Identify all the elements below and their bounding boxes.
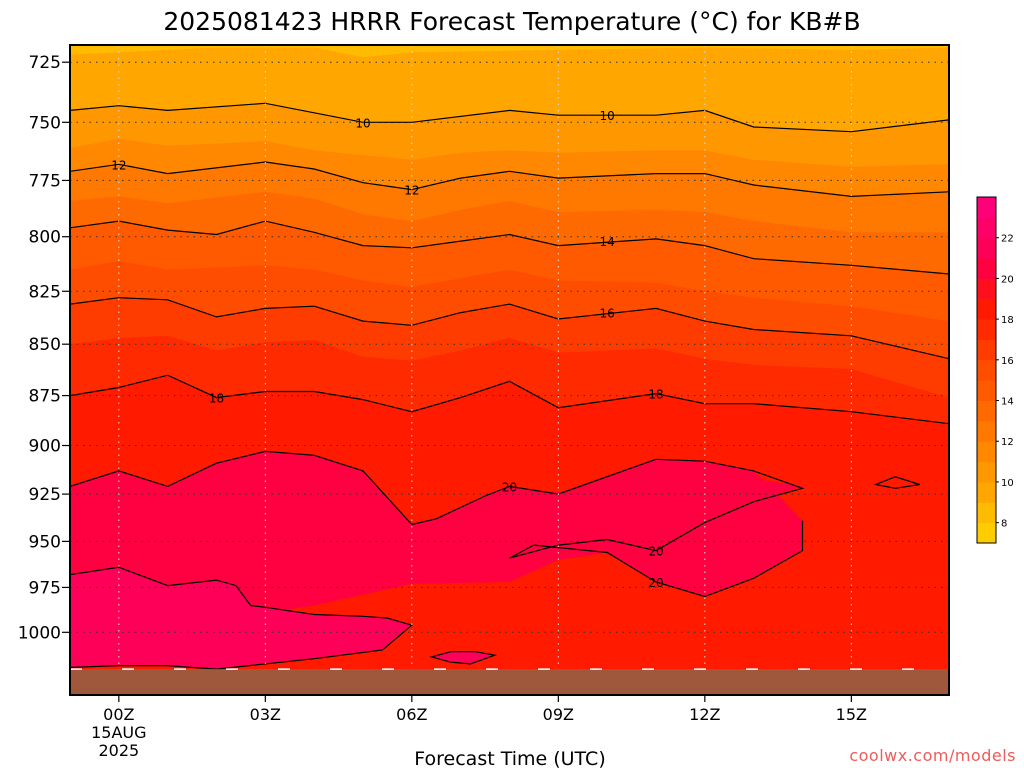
x-date-line-year: 2025 [98,741,139,760]
plot-area: 10 10 12 12 14 16 18 18 20 20 20 [70,45,949,695]
contour-warm-outline-2 [873,476,920,489]
colorbar-segment [977,481,996,503]
y-tick-label: 750 [29,113,61,133]
colorbar-tick-label: 20 [1001,274,1014,285]
x-tick-label: 09Z [543,705,574,724]
contour-label-12: 12 [404,184,419,198]
colorbar-segment [977,400,996,422]
colorbar-segment [977,237,996,259]
contour-label-14: 14 [600,235,615,249]
contour-12 [70,161,949,198]
contour-label-16: 16 [600,307,615,321]
contour-label-20: 20 [648,576,663,590]
credit-text: coolwx.com/models [849,746,1016,765]
y-tick-label: 875 [29,387,61,407]
chart-title: 2025081423 HRRR Forecast Temperature (°C… [163,7,860,36]
temperature-contour-lines: 10 10 12 12 14 16 18 18 20 20 20 [70,102,949,670]
x-tick-label: 15Z [836,705,867,724]
x-tick-label: 06Z [396,705,427,724]
contour-16 [70,297,949,360]
y-tick-label: 775 [29,171,61,191]
colorbar-segment [977,298,996,320]
y-tick-label: 925 [29,485,61,505]
y-tick-label: 800 [29,228,61,248]
contour-14 [70,220,949,275]
y-tick-label: 850 [29,335,61,355]
colorbar-frame [976,196,997,544]
x-axis-ticks: 00Z 03Z 06Z 09Z 12Z 15Z [103,695,867,724]
colorbar-segment [977,359,996,381]
y-tick-label: 725 [29,53,61,73]
contour-warm-outline-1 [429,651,498,665]
colorbar-segment [977,420,996,442]
contour-label-18: 18 [209,392,224,406]
colorbar-segment [977,319,996,340]
y-tick-label: 975 [29,578,61,598]
warm-region-2-0 [70,567,412,670]
contour-10 [70,102,949,133]
contour-label-10: 10 [600,109,615,123]
colorbar-tick-label: 14 [1001,397,1014,408]
warm-region-2-2 [875,476,920,489]
contour-label-10: 10 [355,116,370,130]
colorbar-tick-label: 18 [1001,315,1014,326]
colorbar-tick-label: 16 [1001,356,1014,367]
colorbar-segment [977,278,996,300]
x-tick-label: 12Z [689,705,720,724]
colorbar-tick-label: 8 [1001,519,1007,530]
contour-18 [70,374,949,425]
contour-warm-outline-0 [70,566,414,670]
y-axis-ticks: 725 750 775 800 825 850 875 900 925 950 975 1000 [18,53,70,643]
contour-label-12: 12 [111,158,126,172]
colorbar-segment [977,258,996,279]
plot-frame [69,44,950,696]
grid-lines [70,45,949,695]
colorbar-segment [977,461,996,483]
x-date-line-day: 15AUG [91,723,146,742]
ground-surface [70,668,949,695]
colorbar-segment [977,197,996,218]
colorbar-tick-label: 12 [1001,437,1014,448]
colorbar-tick-label: 10 [1001,478,1014,489]
y-tick-label: 950 [29,532,61,552]
temperature-fill-bands [70,47,949,695]
contour-label-20: 20 [648,545,663,559]
x-axis-label: Forecast Time (UTC) [414,748,605,768]
colorbar-segment [977,217,996,239]
colorbar-tick-label: 22 [1001,234,1014,245]
colorbar-segment [977,441,996,463]
colorbar: 8 10 12 14 16 18 20 22 [976,196,1014,544]
y-tick-label: 900 [29,437,61,457]
colorbar-segment [977,522,996,544]
ground-fill [70,669,949,695]
contour-label-18: 18 [648,388,663,402]
contour-20 [70,450,805,598]
colorbar-segment [977,502,996,524]
x-tick-label: 00Z [103,705,134,724]
y-tick-label: 825 [29,282,61,302]
contour-label-20: 20 [502,480,517,494]
colorbar-segment [977,339,996,361]
warm-region-1-0 [485,465,803,559]
y-tick-label: 1000 [18,623,61,643]
x-tick-label: 03Z [250,705,281,724]
colorbar-segment [977,380,996,402]
